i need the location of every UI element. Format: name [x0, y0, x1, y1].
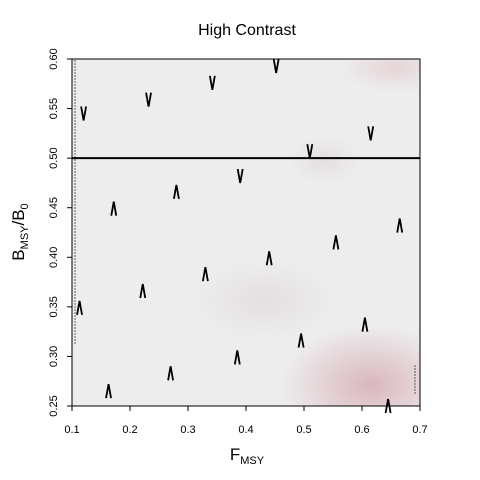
x-tick-label: 0.6 — [354, 424, 369, 436]
heat-blob — [290, 135, 360, 185]
vector-arrow — [167, 366, 174, 381]
y-tick-label: 0.35 — [48, 296, 60, 317]
vector-arrow — [396, 218, 404, 233]
x-axis-label: FMSY — [230, 445, 265, 467]
y-tick-label: 0.55 — [48, 98, 60, 119]
x-tick-label: 0.7 — [412, 424, 427, 436]
vector-arrow — [367, 126, 375, 141]
y-tick-label: 0.30 — [48, 346, 60, 367]
vector-arrow — [139, 283, 147, 299]
heat-blob — [280, 325, 420, 406]
vector-arrow — [384, 398, 392, 414]
vector-arrow — [361, 317, 369, 332]
vector-arrow — [80, 106, 87, 121]
vector-arrow — [202, 266, 209, 282]
y-tick-label: 0.45 — [48, 197, 60, 218]
x-tick-label: 0.5 — [296, 424, 311, 436]
vector-arrow — [236, 168, 244, 184]
x-tick-label: 0.4 — [238, 424, 253, 436]
y-tick-label: 0.60 — [48, 48, 60, 69]
y-tick-label: 0.50 — [48, 147, 60, 168]
vector-arrow — [332, 235, 340, 250]
edge-rug — [74, 60, 416, 394]
vector-arrow — [76, 300, 83, 316]
vector-arrow — [272, 58, 280, 74]
x-axis: 0.1 0.2 0.3 0.4 0.5 0.6 0.7 — [64, 406, 428, 436]
vector-arrow — [110, 201, 118, 216]
vector-arrow — [297, 333, 305, 348]
y-tick-label: 0.25 — [48, 395, 60, 416]
arrow-series — [76, 58, 404, 414]
y-axis-label: BMSY/B0 — [9, 203, 31, 260]
vector-arrow — [265, 251, 273, 266]
x-tick-label: 0.1 — [64, 424, 79, 436]
vector-arrow — [173, 184, 180, 200]
vector-arrow — [105, 383, 112, 399]
x-tick-label: 0.3 — [180, 424, 195, 436]
vector-arrow — [233, 350, 241, 365]
y-axis: 0.25 0.30 0.35 0.40 0.45 0.50 0.55 0.60 — [48, 48, 72, 417]
vector-arrow — [145, 92, 152, 107]
plot-background — [72, 59, 420, 406]
y-tick-label: 0.40 — [48, 247, 60, 268]
vector-arrow — [208, 75, 216, 90]
chart-title: High Contrast — [198, 22, 296, 39]
heat-blob — [340, 59, 420, 93]
x-tick-label: 0.2 — [122, 424, 137, 436]
heat-blob — [195, 260, 335, 340]
